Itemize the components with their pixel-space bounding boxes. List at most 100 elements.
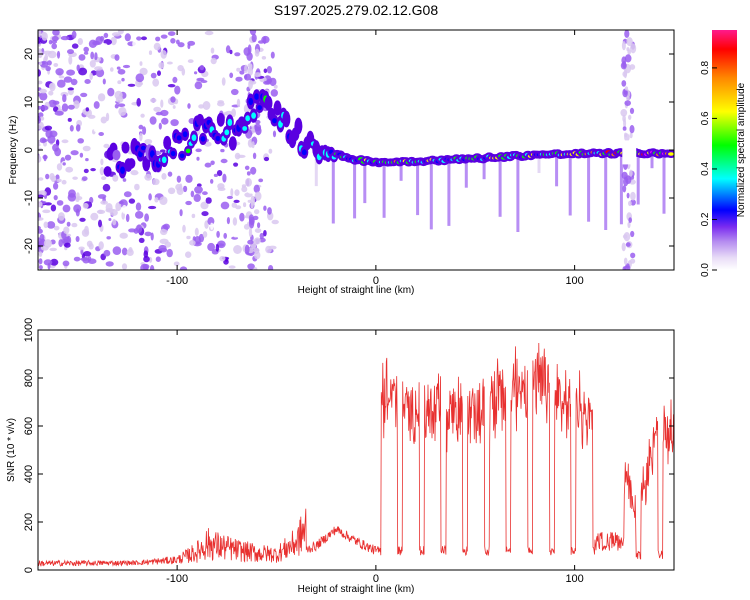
- spectrogram-streak: [604, 153, 608, 230]
- spectrogram-noise-cell: [41, 32, 48, 41]
- snr-x-axis: -100 0 100: [166, 330, 584, 585]
- spectrogram-noise-cell: [194, 227, 199, 236]
- spectrogram-noise-cell: [38, 228, 43, 234]
- spectrogram-noise-cell: [144, 173, 153, 181]
- spectrogram-ridge-cell: [112, 149, 121, 161]
- spectrogram-noise-cell: [155, 36, 161, 42]
- spectrogram-y-tick-label: -20: [23, 238, 35, 254]
- spectrogram-noise-cell: [138, 81, 144, 86]
- spectrogram-noise-cell: [79, 217, 86, 222]
- spectrogram-noise-cell: [627, 221, 631, 228]
- spectrogram-noise-cell: [164, 241, 171, 248]
- spectrogram-noise-cell: [249, 30, 257, 36]
- spectrogram-noise-cell: [118, 200, 124, 205]
- spectrogram-ridge-core: [164, 139, 170, 146]
- spectrogram-noise-cell: [38, 237, 42, 246]
- spectrogram-noise-cell: [217, 187, 226, 192]
- spectrogram-noise-cell: [38, 143, 41, 147]
- spectrogram-noise-cell: [236, 98, 241, 108]
- spectrogram-noise-cell: [45, 173, 50, 180]
- spectrogram-noise-cell: [167, 31, 176, 36]
- spectrogram-streak: [399, 161, 403, 181]
- spectrogram-noise-cell: [228, 265, 236, 269]
- spectrogram-noise-cell: [628, 114, 632, 120]
- spectrogram-noise-cell: [263, 205, 267, 211]
- spectrogram-noise-cell: [202, 101, 211, 110]
- spectrogram-noise-cell: [623, 257, 628, 265]
- spectrogram-noise-cell: [233, 162, 239, 167]
- spectrogram-noise-cell: [75, 197, 80, 202]
- spectrogram-noise-cell: [629, 64, 636, 70]
- spectrogram-noise-cell: [172, 105, 176, 109]
- spectrogram-noise-cell: [139, 132, 143, 142]
- spectrogram-noise-cell: [87, 114, 96, 119]
- spectrogram-noise-cell: [630, 258, 636, 264]
- colorbar-tick-label: 0.6: [700, 111, 711, 125]
- spectrogram-noise-cell: [78, 54, 86, 61]
- spectrogram-noise-cell: [270, 51, 275, 59]
- spectrogram-noise-cell: [210, 47, 215, 54]
- spectrogram-streak: [363, 160, 367, 204]
- spectrogram-noise-cell: [204, 141, 212, 147]
- spectrogram-noise-cell: [67, 104, 75, 110]
- spectrogram-noise-cell: [232, 217, 238, 226]
- snr-y-tick-label: 0: [23, 567, 35, 573]
- spectrogram-noise-cell: [210, 222, 214, 230]
- spectrogram-noise-cell: [103, 143, 110, 149]
- spectrogram-noise-cell: [157, 70, 161, 76]
- spectrogram-ridge-core: [218, 116, 224, 123]
- spectrogram-noise-cell: [621, 41, 626, 51]
- spectrogram-noise-cell: [626, 192, 630, 199]
- spectrogram-noise-cell: [628, 217, 632, 224]
- spectrogram-noise-cell: [630, 43, 637, 54]
- snr-y-tick-label: 600: [23, 417, 35, 435]
- spectrogram-streak: [464, 158, 468, 188]
- spectrogram-ridge-core: [224, 129, 230, 136]
- spectrogram-noise-cell: [258, 178, 264, 183]
- spectrogram-noise-cell: [69, 125, 74, 132]
- spectrogram-noise-cell: [248, 79, 254, 90]
- spectrogram-noise-cell: [52, 143, 59, 152]
- spectrogram-noise-cell: [85, 107, 90, 112]
- spectrogram-noise-cell: [181, 68, 186, 76]
- spectrogram-noise-cell: [254, 191, 262, 201]
- spectrogram-noise-cell: [83, 46, 89, 53]
- spectrogram-ridge-core: [251, 112, 256, 119]
- spectrogram-streak: [555, 154, 559, 187]
- spectrogram-noise-cell: [110, 36, 117, 46]
- spectrogram-noise-cell: [38, 121, 44, 130]
- spectrogram-noise-cell: [244, 244, 250, 254]
- spectrogram-noise-cell: [273, 84, 278, 89]
- spectrogram-noise-cell: [61, 103, 69, 112]
- spectrogram-streak: [482, 157, 486, 180]
- snr-marks: [38, 342, 674, 567]
- spectrogram-noise-cell: [122, 178, 127, 182]
- spectrogram-noise-cell: [53, 182, 59, 190]
- spectrogram-noise-cell: [170, 38, 176, 44]
- spectrogram-noise-cell: [100, 43, 108, 47]
- spectrogram-noise-cell: [139, 61, 143, 66]
- spectrogram-noise-cell: [45, 65, 51, 72]
- spectrogram-noise-cell: [141, 36, 147, 41]
- spectrogram-noise-cell: [38, 194, 44, 198]
- spectrogram-noise-cell: [212, 36, 217, 43]
- spectrogram-noise-cell: [75, 236, 80, 242]
- spectrogram-noise-cell: [624, 86, 629, 91]
- spectrogram-noise-cell: [73, 256, 81, 262]
- spectrogram-noise-cell: [112, 246, 122, 256]
- spectrogram-noise-cell: [187, 43, 191, 50]
- spectrogram-noise-cell: [159, 196, 168, 206]
- spectrogram-noise-cell: [148, 205, 157, 210]
- spectrogram-noise-cell: [233, 199, 240, 203]
- spectrogram-noise-cell: [108, 218, 112, 221]
- spectrogram-ridge-core: [143, 160, 149, 167]
- spectrogram-noise-cell: [231, 108, 237, 118]
- spectrogram-noise-cell: [226, 195, 233, 200]
- spectrogram-noise-cell: [207, 242, 216, 252]
- spectrogram-noise-cell: [44, 202, 52, 206]
- spectrogram-ridge-core: [272, 118, 277, 124]
- spectrogram-ridge-cell: [121, 141, 130, 154]
- spectrogram-noise-cell: [119, 232, 128, 239]
- spectrogram-noise-cell: [62, 204, 71, 213]
- spectrogram-noise-cell: [53, 63, 59, 67]
